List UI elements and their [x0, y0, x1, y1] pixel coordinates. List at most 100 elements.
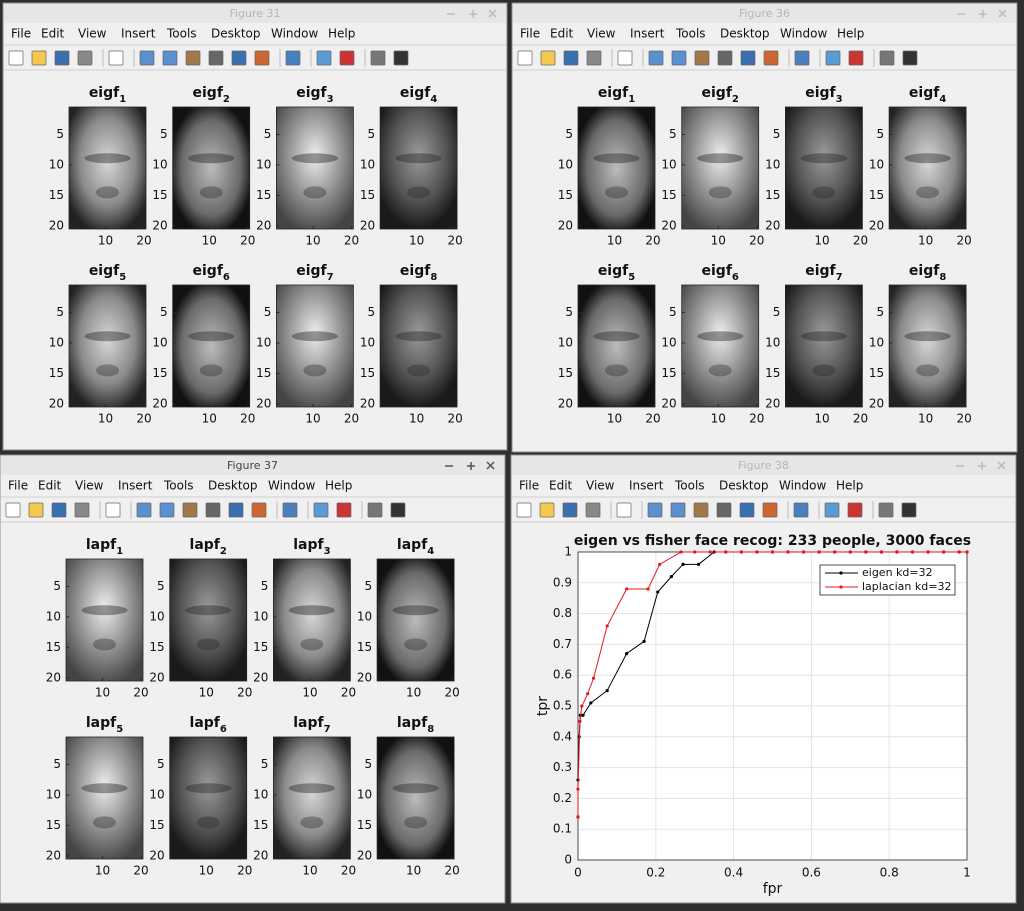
toolbar-button[interactable] — [28, 502, 44, 518]
toolbar-button[interactable] — [136, 502, 152, 518]
menu-item[interactable]: Tools — [674, 479, 705, 493]
menu-item[interactable]: Window — [780, 27, 828, 41]
menu-item[interactable]: Help — [325, 479, 352, 493]
toolbar-button[interactable] — [313, 502, 329, 518]
toolbar-button[interactable] — [139, 50, 155, 66]
menu-item[interactable]: Desktop — [720, 27, 770, 41]
toolbar-button[interactable] — [208, 50, 224, 66]
close-button[interactable] — [997, 461, 1006, 470]
close-button[interactable] — [998, 9, 1007, 18]
toolbar-button[interactable] — [717, 50, 733, 66]
toolbar-button[interactable] — [739, 502, 755, 518]
menu-item[interactable]: Edit — [38, 479, 62, 493]
toolbar-button[interactable] — [539, 502, 555, 518]
menu-item[interactable]: Window — [268, 479, 316, 493]
toolbar-button[interactable] — [336, 502, 352, 518]
toolbar-button[interactable] — [517, 50, 533, 66]
toolbar-button[interactable] — [848, 50, 864, 66]
menu-item[interactable]: File — [519, 479, 539, 493]
toolbar-button[interactable] — [254, 50, 270, 66]
menu-item[interactable]: Edit — [549, 479, 573, 493]
menu-item[interactable]: Help — [836, 479, 863, 493]
toolbar-button[interactable] — [586, 50, 602, 66]
toolbar-button[interactable] — [825, 50, 841, 66]
maximize-button[interactable] — [469, 10, 477, 18]
menu-item[interactable]: File — [11, 27, 31, 41]
toolbar-button[interactable] — [367, 502, 383, 518]
toolbar-button[interactable] — [670, 502, 686, 518]
toolbar-button[interactable] — [51, 502, 67, 518]
toolbar-button[interactable] — [54, 50, 70, 66]
toolbar-button[interactable] — [716, 502, 732, 518]
toolbar-button[interactable] — [847, 502, 863, 518]
maximize-button[interactable] — [979, 10, 987, 18]
toolbar-button[interactable] — [390, 502, 406, 518]
menu-item[interactable]: Edit — [41, 27, 65, 41]
toolbar-button[interactable] — [562, 502, 578, 518]
maximize-button[interactable] — [978, 462, 986, 470]
menu-item[interactable]: Window — [271, 27, 319, 41]
menu-item[interactable]: Desktop — [208, 479, 258, 493]
close-button[interactable] — [488, 9, 497, 18]
toolbar-button[interactable] — [228, 502, 244, 518]
menu-item[interactable]: Help — [837, 27, 864, 41]
menu-item[interactable]: Edit — [550, 27, 574, 41]
close-button[interactable] — [486, 461, 495, 470]
toolbar-button[interactable] — [793, 502, 809, 518]
toolbar-button[interactable] — [879, 50, 895, 66]
menu-item[interactable]: View — [587, 27, 616, 41]
toolbar-button[interactable] — [5, 502, 21, 518]
toolbar-button[interactable] — [671, 50, 687, 66]
toolbar-button[interactable] — [540, 50, 556, 66]
toolbar-button[interactable] — [616, 502, 632, 518]
toolbar-button[interactable] — [693, 502, 709, 518]
toolbar-button[interactable] — [77, 50, 93, 66]
toolbar-button[interactable] — [285, 50, 301, 66]
menu-item[interactable]: Desktop — [211, 27, 261, 41]
toolbar-button[interactable] — [824, 502, 840, 518]
toolbar-button[interactable] — [251, 502, 267, 518]
toolbar-button[interactable] — [8, 50, 24, 66]
toolbar-button[interactable] — [182, 502, 198, 518]
toolbar-button[interactable] — [316, 50, 332, 66]
toolbar-button[interactable] — [370, 50, 386, 66]
toolbar-button[interactable] — [185, 50, 201, 66]
menu-item[interactable]: File — [520, 27, 540, 41]
toolbar-button[interactable] — [901, 502, 917, 518]
toolbar-button[interactable] — [762, 502, 778, 518]
toolbar-button[interactable] — [231, 50, 247, 66]
toolbar-button[interactable] — [393, 50, 409, 66]
toolbar-button[interactable] — [74, 502, 90, 518]
toolbar-button[interactable] — [647, 502, 663, 518]
toolbar-button[interactable] — [339, 50, 355, 66]
toolbar-button[interactable] — [794, 50, 810, 66]
toolbar-button[interactable] — [902, 50, 918, 66]
menu-item[interactable]: Tools — [675, 27, 706, 41]
toolbar-button[interactable] — [108, 50, 124, 66]
toolbar-button[interactable] — [563, 50, 579, 66]
toolbar-button[interactable] — [617, 50, 633, 66]
maximize-button[interactable] — [467, 462, 475, 470]
menu-item[interactable]: Insert — [118, 479, 153, 493]
menu-item[interactable]: Insert — [630, 27, 665, 41]
menu-item[interactable]: Tools — [163, 479, 194, 493]
toolbar-button[interactable] — [162, 50, 178, 66]
menu-item[interactable]: Tools — [166, 27, 197, 41]
menu-item[interactable]: Insert — [121, 27, 156, 41]
menu-item[interactable]: View — [75, 479, 104, 493]
menu-item[interactable]: Help — [328, 27, 355, 41]
menu-item[interactable]: Window — [779, 479, 827, 493]
menu-item[interactable]: Desktop — [719, 479, 769, 493]
toolbar-button[interactable] — [105, 502, 121, 518]
toolbar-button[interactable] — [282, 502, 298, 518]
toolbar-button[interactable] — [878, 502, 894, 518]
menu-item[interactable]: View — [586, 479, 615, 493]
toolbar-button[interactable] — [516, 502, 532, 518]
menu-item[interactable]: File — [8, 479, 28, 493]
menu-item[interactable]: Insert — [629, 479, 664, 493]
toolbar-button[interactable] — [205, 502, 221, 518]
menu-item[interactable]: View — [78, 27, 107, 41]
toolbar-button[interactable] — [763, 50, 779, 66]
toolbar-button[interactable] — [648, 50, 664, 66]
toolbar-button[interactable] — [585, 502, 601, 518]
